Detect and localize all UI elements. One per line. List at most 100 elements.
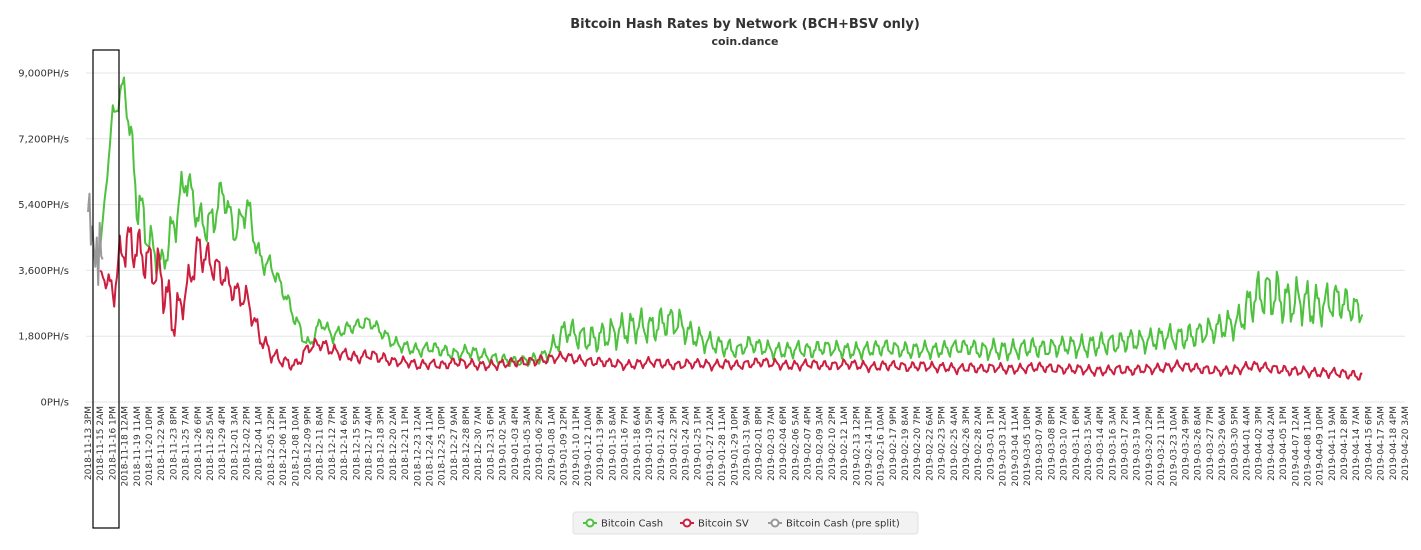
- x-tick-label: 2019-01-06 2PM: [535, 406, 545, 480]
- x-tick-label: 2019-01-21 4AM: [657, 406, 667, 481]
- x-tick-label: 2019-01-27 12AM: [706, 406, 716, 487]
- legend-marker-icon: [682, 518, 692, 528]
- gridlines: [86, 72, 1405, 403]
- x-tick-label: 2019-01-15 8AM: [608, 406, 618, 481]
- x-tick-label: 2018-11-18 12AM: [121, 406, 131, 487]
- x-tick-label: 2019-04-07 12AM: [1291, 406, 1301, 487]
- x-tick-label: 2018-12-12 7PM: [328, 406, 338, 480]
- x-tick-label: 2019-02-12 1AM: [840, 406, 850, 481]
- x-tick-label: 2019-02-17 9PM: [889, 406, 899, 480]
- x-tick-label: 2019-04-05 1PM: [1279, 406, 1289, 480]
- x-tick-label: 2019-02-04 6PM: [779, 406, 789, 480]
- x-tick-label: 2019-04-18 4PM: [1389, 406, 1399, 480]
- x-tick-label: 2019-03-27 7PM: [1206, 406, 1216, 480]
- x-tick-label: 2018-11-15 2AM: [96, 406, 106, 481]
- x-tick-label: 2019-02-16 10AM: [877, 406, 887, 487]
- x-tick-label: 2018-11-22 9AM: [157, 406, 167, 481]
- legend-label: Bitcoin SV: [698, 519, 749, 530]
- x-tick-label: 2019-04-14 7AM: [1352, 406, 1362, 481]
- x-tick-label: 2019-02-25 4AM: [950, 406, 960, 481]
- x-tick-label: 2019-01-10 11PM: [572, 406, 582, 486]
- legend-label: Bitcoin Cash: [601, 519, 663, 530]
- x-tick-label: 2018-12-11 8AM: [316, 406, 326, 481]
- x-tick-label: 2019-01-03 4PM: [511, 406, 521, 480]
- x-tick-label: 2019-02-20 7PM: [913, 406, 923, 480]
- x-tick-label: 2019-04-15 6PM: [1364, 406, 1374, 480]
- x-tick-label: 2018-11-19 11AM: [133, 406, 143, 487]
- x-tick-label: 2019-03-16 3AM: [1108, 406, 1118, 481]
- y-tick-label: 7,200PH/s: [18, 134, 69, 145]
- x-tick-label: 2019-02-19 8AM: [901, 406, 911, 481]
- x-tick-label: 2019-03-19 1AM: [1133, 406, 1143, 481]
- x-tick-label: 2019-04-17 5AM: [1377, 406, 1387, 481]
- x-tick-label: 2018-12-15 5PM: [352, 406, 362, 480]
- x-tick-label: 2018-12-27 9AM: [450, 406, 460, 481]
- x-tick-label: 2019-03-23 10AM: [1169, 406, 1179, 487]
- x-tick-label: 2019-02-03 7AM: [767, 406, 777, 481]
- x-tick-label: 2019-04-11 9AM: [1328, 406, 1338, 481]
- y-tick-label: 0PH/s: [41, 398, 70, 409]
- x-tick-label: 2019-03-01 1PM: [986, 406, 996, 480]
- x-tick-label: 2018-12-28 8PM: [462, 406, 472, 480]
- x-tick-label: 2018-12-14 6AM: [340, 406, 350, 481]
- x-tick-label: 2019-01-28 11AM: [718, 406, 728, 487]
- x-tick-label: 2019-03-13 5AM: [1084, 406, 1094, 481]
- x-tick-label: 2018-11-16 1PM: [108, 406, 118, 480]
- x-tick-label: 2019-01-13 9PM: [596, 406, 606, 480]
- x-tick-label: 2019-03-14 4PM: [1096, 406, 1106, 480]
- legend-marker-icon: [585, 518, 595, 528]
- x-tick-label: 2019-03-17 2PM: [1121, 406, 1131, 480]
- series-lines: [87, 76, 1364, 381]
- x-tick-label: 2018-11-20 10PM: [145, 406, 155, 486]
- x-tick-label: 2019-04-02 3PM: [1255, 406, 1265, 480]
- x-tick-label: 2019-03-24 9PM: [1182, 406, 1192, 480]
- x-tick-label: 2019-04-20 3AM: [1401, 406, 1411, 481]
- x-tick-label: 2018-12-09 9PM: [304, 406, 314, 480]
- y-tick-label: 9,000PH/s: [18, 69, 69, 80]
- x-tick-label: 2018-12-17 4AM: [364, 406, 374, 481]
- x-tick-label: 2019-02-01 8PM: [755, 406, 765, 480]
- x-tick-label: 2018-12-05 12PM: [267, 406, 277, 486]
- x-tick-label: 2018-12-01 3AM: [230, 406, 240, 481]
- y-tick-label: 1,800PH/s: [18, 332, 69, 343]
- x-tick-label: 2018-12-30 7AM: [474, 406, 484, 481]
- x-tick-label: 2018-12-20 2AM: [389, 406, 399, 481]
- x-tick-label: 2019-01-31 9AM: [743, 406, 753, 481]
- x-tick-label: 2019-01-24 2AM: [682, 406, 692, 481]
- legend-item-bitcoin-sv[interactable]: Bitcoin SV: [680, 518, 749, 530]
- x-tick-label: 2019-02-14 11PM: [864, 406, 874, 486]
- x-tick-label: 2019-01-02 5AM: [499, 406, 509, 481]
- x-tick-label: 2018-11-29 4PM: [218, 406, 228, 480]
- x-tick-label: 2018-12-31 6PM: [486, 406, 496, 480]
- legend-item-bitcoin-cash-pre-split[interactable]: Bitcoin Cash (pre split): [768, 518, 900, 530]
- x-tick-label: 2019-01-19 5PM: [645, 406, 655, 480]
- x-tick-label: 2018-11-28 5AM: [206, 406, 216, 481]
- x-tick-label: 2019-01-22 3PM: [669, 406, 679, 480]
- x-tick-label: 2019-01-29 10PM: [730, 406, 740, 486]
- x-tick-label: 2019-04-09 10PM: [1316, 406, 1326, 486]
- x-tick-label: 2019-03-20 12PM: [1145, 406, 1155, 486]
- x-axis-labels: 2018-11-13 3PM 2018-11-15 2AM 2018-11-16 1…: [84, 406, 1411, 487]
- x-tick-label: 2019-04-12 8PM: [1340, 406, 1350, 480]
- x-tick-label: 2018-12-18 3PM: [377, 406, 387, 480]
- x-tick-label: 2019-03-21 11PM: [1157, 406, 1167, 486]
- x-tick-label: 2019-02-23 5PM: [938, 406, 948, 480]
- x-tick-label: 2019-03-04 11AM: [1011, 406, 1021, 487]
- legend-item-bitcoin-cash[interactable]: Bitcoin Cash: [583, 518, 663, 530]
- x-tick-label: 2018-12-02 2PM: [243, 406, 253, 480]
- x-tick-label: 2019-03-10 7AM: [1060, 406, 1070, 481]
- x-tick-label: 2019-03-26 8AM: [1194, 406, 1204, 481]
- legend-label: Bitcoin Cash (pre split): [786, 519, 900, 530]
- x-tick-label: 2019-02-28 2AM: [974, 406, 984, 481]
- x-tick-label: 2019-03-11 6PM: [1072, 406, 1082, 480]
- x-tick-label: 2019-02-26 3PM: [962, 406, 972, 480]
- x-tick-label: 2019-02-22 6AM: [925, 406, 935, 481]
- series-line-bitcoin-cash-pre-split: [87, 192, 104, 286]
- y-tick-label: 3,600PH/s: [18, 266, 69, 277]
- x-tick-label: 2019-01-25 1PM: [694, 406, 704, 480]
- legend[interactable]: Bitcoin Cash Bitcoin SV Bitcoin Cash (pre …: [572, 511, 919, 535]
- y-axis-labels: 0PH/s 1,800PH/s 3,600PH/s 5,400PH/s 7,200PH/…: [18, 69, 69, 409]
- y-tick-label: 5,400PH/s: [18, 200, 69, 211]
- x-tick-label: 2018-11-25 7AM: [182, 406, 192, 481]
- x-tick-label: 2019-04-08 11AM: [1303, 406, 1313, 487]
